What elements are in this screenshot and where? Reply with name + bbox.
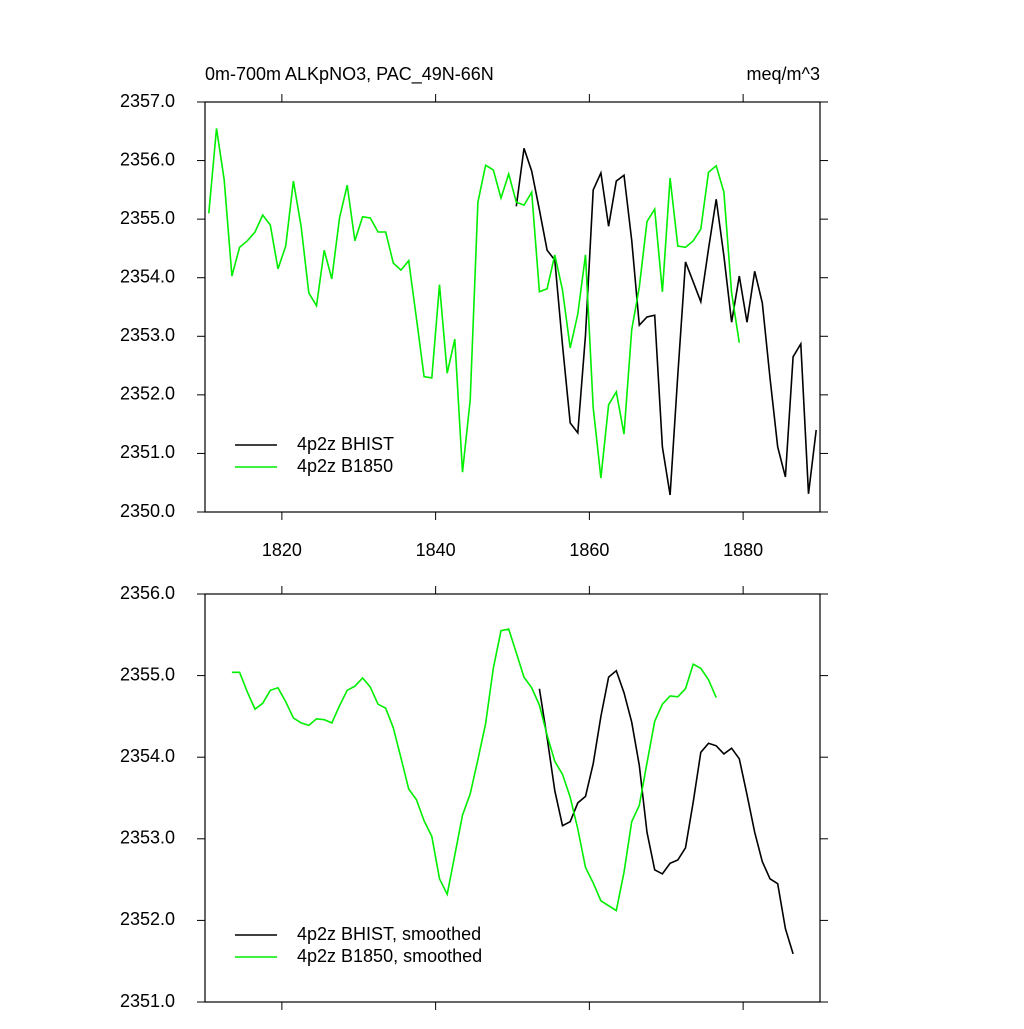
x-tick-label: 1820 [262, 540, 302, 560]
series-line [231, 628, 717, 912]
legend-label: 4p2z BHIST [297, 434, 394, 454]
legend-label: 4p2z BHIST, smoothed [297, 924, 481, 944]
y-tick-label: 2357.0 [120, 91, 175, 111]
y-tick-label: 2354.0 [120, 746, 175, 766]
y-tick-label: 2355.0 [120, 664, 175, 684]
series-line [515, 148, 817, 496]
y-tick-label: 2352.0 [120, 909, 175, 929]
units-label: meq/m^3 [747, 64, 820, 84]
series-line [208, 128, 741, 479]
plot-frame [204, 593, 821, 1003]
chart-title: 0m-700m ALKpNO3, PAC_49N-66N [205, 64, 494, 85]
series-line [538, 669, 794, 955]
x-tick-label: 1860 [569, 540, 609, 560]
y-tick-label: 2351.0 [120, 442, 175, 462]
x-tick-label: 1880 [723, 540, 763, 560]
plot-frame [204, 101, 821, 513]
y-tick-label: 2356.0 [120, 149, 175, 169]
y-tick-label: 2353.0 [120, 325, 175, 345]
x-tick-label: 1840 [416, 540, 456, 560]
y-tick-label: 2352.0 [120, 384, 175, 404]
y-tick-label: 2351.0 [120, 991, 175, 1011]
y-tick-label: 2354.0 [120, 266, 175, 286]
y-tick-label: 2350.0 [120, 501, 175, 521]
legend-label: 4p2z B1850, smoothed [297, 946, 482, 966]
legend-label: 4p2z B1850 [297, 456, 393, 476]
y-tick-label: 2355.0 [120, 208, 175, 228]
y-tick-label: 2356.0 [120, 583, 175, 603]
y-tick-label: 2353.0 [120, 828, 175, 848]
